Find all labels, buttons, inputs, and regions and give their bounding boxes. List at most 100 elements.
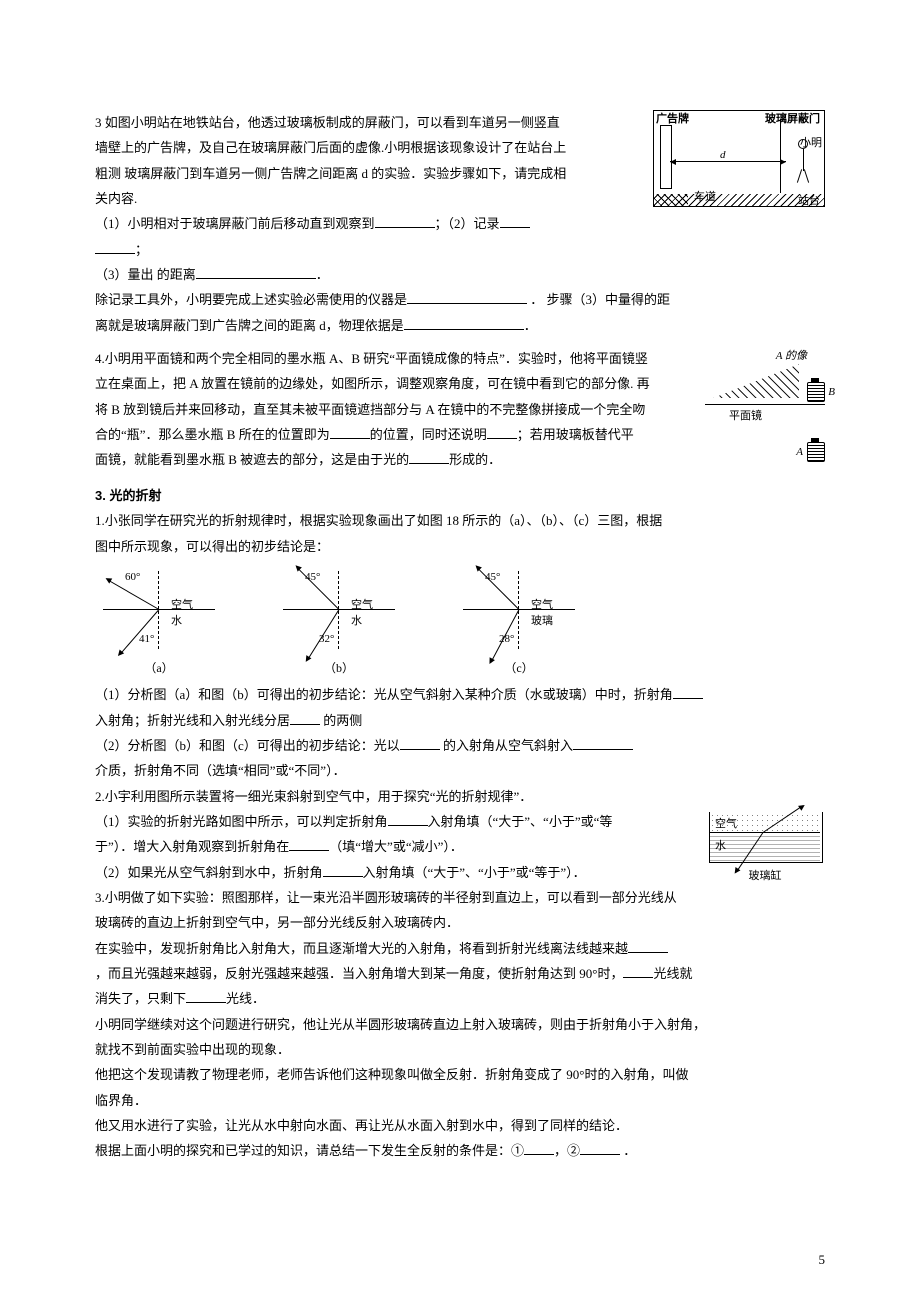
s3q3-l10: 他又用水进行了实验，让光从水中射向水面、再让光从水面入射到水中，得到了同样的结论… bbox=[95, 1113, 825, 1138]
txt: 于”）．增大入射角观察到折射角在 bbox=[95, 839, 289, 854]
blank bbox=[186, 989, 226, 1003]
s3q3-l5: 消失了，只剩下 光线． bbox=[95, 986, 825, 1011]
blank bbox=[407, 290, 527, 304]
txt: ，而且光强越来越弱，反射光强越来越强．当入射角增大到某一角度，使折射角达到 90… bbox=[95, 966, 623, 981]
fig-subway: 广告牌 玻璃屏蔽门 小明 车道 站台 d bbox=[653, 110, 825, 207]
txt: （2）分析图（b）和图（c）可得出的初步结论：光以 bbox=[95, 738, 400, 753]
s3q1-l1: 1.小张同学在研究光的折射规律时，根据实验现象画出了如图 18 所示的（a）、（… bbox=[95, 508, 825, 533]
stick-figure bbox=[796, 139, 810, 189]
refraction-diagram: 45°空气水32° bbox=[279, 565, 399, 655]
tank-caption: 玻璃缸 bbox=[705, 866, 825, 887]
s3q3-l2: 玻璃砖的直边上折射到空气中，另一部分光线反射入玻璃砖内． bbox=[95, 910, 825, 935]
s3q1-p2c: 介质，折射角不同（选填“相同”或“不同”）． bbox=[95, 758, 825, 783]
lbl-a: A bbox=[796, 442, 803, 463]
s3q3-l3: 在实验中，发现折射角比入射角大，而且逐渐增大光的入射角，将看到折射光线离法线越来… bbox=[95, 936, 825, 961]
refraction-diagram: 60°空气水41° bbox=[99, 565, 219, 655]
s3q2: 空气 水 玻璃缸 2.小宇利用图所示装置将一细光束斜射到空气中，用于探究“光的折… bbox=[95, 784, 825, 885]
blank bbox=[409, 450, 449, 464]
refraction-panels: 60°空气水41°（a） 45°空气水32°（b） 45°空气玻璃28°（c） bbox=[99, 565, 825, 680]
s3q3-l7: 就找不到前面实验中出现的现象． bbox=[95, 1037, 825, 1062]
txt: ；（2）记录 bbox=[435, 216, 500, 231]
lbl-d: d bbox=[720, 145, 726, 166]
lbl-air: 空气 bbox=[715, 814, 737, 835]
s3q1-p2: （2）分析图（b）和图（c）可得出的初步结论：光以 的入射角从空气斜射入 bbox=[95, 733, 825, 758]
bottle-a bbox=[807, 438, 823, 460]
txt: （1）小明相对于玻璃屏蔽门前后移动直到观察到 bbox=[95, 216, 375, 231]
txt: （2）如果光从空气斜射到水中，折射角 bbox=[95, 865, 323, 880]
txt: ． bbox=[620, 1143, 636, 1158]
txt: ． bbox=[524, 318, 537, 333]
q4-mirror: A 的像 平面镜 B A 4.小明用平面镜和两个完全相同的墨水瓶 A、B 研究“… bbox=[95, 346, 825, 473]
txt: 入射角填（“大于”、“小于”或“等于”）． bbox=[363, 865, 586, 880]
spacer bbox=[95, 473, 825, 483]
txt: （1）分析图（a）和图（b）可得出的初步结论：光从空气斜射入某种介质（水或玻璃）… bbox=[95, 687, 673, 702]
q3-subway: 广告牌 玻璃屏蔽门 小明 车道 站台 d 3 如图小明站在地铁站台，他透过玻璃板… bbox=[95, 110, 825, 338]
txt: 根据上面小明的探究和已学过的知识，请总结一下发生全反射的条件是：① bbox=[95, 1143, 524, 1158]
door-line bbox=[780, 123, 781, 193]
q3-step1: （1）小明相对于玻璃屏蔽门前后移动直到观察到 ；（2）记录 bbox=[95, 211, 825, 236]
blank bbox=[290, 711, 320, 725]
s3q1-p1b: 入射角；折射光线和入射光线分居 的两侧 bbox=[95, 708, 825, 733]
refraction-panel: 45°空气玻璃28°（c） bbox=[459, 565, 579, 680]
tank-water bbox=[710, 832, 820, 861]
blank bbox=[623, 964, 653, 978]
s3q3-l9: 临界角． bbox=[95, 1088, 825, 1113]
txt: 入射角填（“大于”、“小于”或“等 bbox=[428, 814, 613, 829]
lbl-mirror: 平面镜 bbox=[729, 406, 762, 427]
s3q1-p1: （1）分析图（a）和图（b）可得出的初步结论：光从空气斜射入某种介质（水或玻璃）… bbox=[95, 682, 825, 707]
section3-heading: 3. 光的折射 bbox=[95, 483, 825, 508]
blank bbox=[487, 425, 517, 439]
s3q3-l11: 根据上面小明的探究和已学过的知识，请总结一下发生全反射的条件是：① ，② ． bbox=[95, 1138, 825, 1163]
txt: （填“增大”或“减小”）． bbox=[329, 839, 463, 854]
txt: 光线就 bbox=[653, 966, 692, 981]
txt: ； bbox=[135, 242, 148, 257]
txt: （1）实验的折射光路如图中所示，可以判定折射角 bbox=[95, 814, 388, 829]
panel-caption: （c） bbox=[459, 657, 579, 680]
txt: ，② bbox=[554, 1143, 580, 1158]
lbl-b: B bbox=[828, 382, 835, 403]
blank bbox=[388, 812, 428, 826]
q3-step3: （3）量出 的距离． bbox=[95, 262, 825, 287]
blank bbox=[673, 685, 703, 699]
blank bbox=[628, 939, 668, 953]
s3q3-l8: 他把这个发现请教了物理老师，老师告诉他们这种现象叫做全反射．折射角变成了 90°… bbox=[95, 1062, 825, 1087]
page-number: 5 bbox=[819, 1247, 826, 1272]
mirror-line bbox=[705, 404, 825, 405]
txt: （3）量出 的距离 bbox=[95, 267, 196, 282]
q3-post2: 离就是玻璃屏蔽门到广告牌之间的距离 d，物理依据是 ． bbox=[95, 313, 825, 338]
bottle-b bbox=[807, 378, 823, 400]
txt: 消失了，只剩下 bbox=[95, 991, 186, 1006]
txt: 除记录工具外，小明要完成上述实验必需使用的仪器是 bbox=[95, 292, 407, 307]
s3q3-l6: 小明同学继续对这个问题进行研究，他让光从半圆形玻璃砖直边上射入玻璃砖，则由于折射… bbox=[95, 1012, 825, 1037]
refraction-panel: 60°空气水41°（a） bbox=[99, 565, 219, 680]
hatch-lane bbox=[654, 194, 688, 206]
blank bbox=[330, 425, 370, 439]
txt: 合的“瓶”．那么墨水瓶 B 所在的位置即为 bbox=[95, 427, 330, 442]
s3q3-l4: ，而且光强越来越弱，反射光强越来越强．当入射角增大到某一角度，使折射角达到 90… bbox=[95, 961, 825, 986]
txt: 的两侧 bbox=[320, 713, 362, 728]
panel-caption: （b） bbox=[279, 657, 399, 680]
txt: 离就是玻璃屏蔽门到广告牌之间的距离 d，物理依据是 bbox=[95, 318, 404, 333]
blank bbox=[524, 1141, 554, 1155]
blank bbox=[400, 736, 440, 750]
txt: ；若用玻璃板替代平 bbox=[517, 427, 634, 442]
board-rect bbox=[660, 125, 672, 189]
blank bbox=[196, 265, 316, 279]
fig-mirror: A 的像 平面镜 B A bbox=[705, 346, 825, 466]
blank bbox=[375, 214, 435, 228]
blank bbox=[323, 863, 363, 877]
panel-caption: （a） bbox=[99, 657, 219, 680]
q3-post1: 除记录工具外，小明要完成上述实验必需使用的仪器是 ． 步骤（3）中量得的距 bbox=[95, 287, 825, 312]
txt: 形成的． bbox=[449, 452, 501, 467]
blank bbox=[500, 214, 530, 228]
txt: 光线． bbox=[226, 991, 265, 1006]
mirror-hatch bbox=[713, 364, 799, 398]
blank bbox=[580, 1141, 620, 1155]
blank bbox=[573, 736, 633, 750]
blank bbox=[404, 316, 524, 330]
lbl-water: 水 bbox=[715, 836, 726, 857]
txt: 面镜，就能看到墨水瓶 B 被遮去的部分，这是由于光的 bbox=[95, 452, 409, 467]
txt: ． 步骤（3）中量得的距 bbox=[527, 292, 670, 307]
s3q3-l1: 3.小明做了如下实验：照图那样，让一束光沿半圆形玻璃砖的半径射到直边上，可以看到… bbox=[95, 885, 825, 910]
blank bbox=[289, 837, 329, 851]
